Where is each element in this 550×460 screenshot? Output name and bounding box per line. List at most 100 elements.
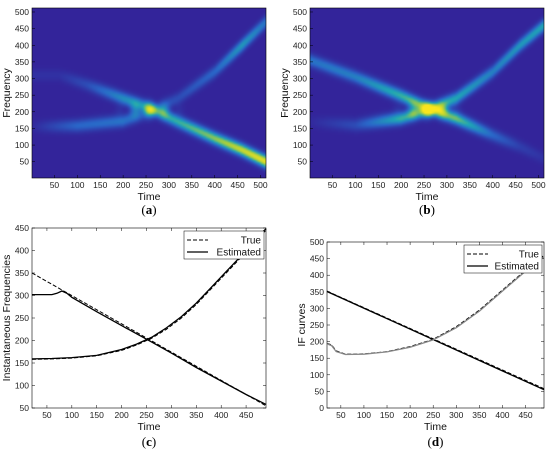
legend-label: True bbox=[519, 250, 540, 261]
heatmap-image bbox=[32, 8, 266, 178]
y-tick-label: 350 bbox=[293, 57, 307, 67]
y-tick-label: 100 bbox=[293, 140, 307, 150]
x-tick-label: 350 bbox=[472, 410, 486, 420]
y-tick-label: 200 bbox=[15, 107, 29, 117]
y-tick-label: 400 bbox=[15, 246, 29, 256]
y-tick-label: 500 bbox=[293, 7, 307, 17]
y-tick-label: 50 bbox=[20, 403, 30, 413]
x-tick-label: 300 bbox=[162, 180, 176, 190]
x-tick-label: 400 bbox=[208, 180, 222, 190]
y-tick-label: 200 bbox=[293, 107, 307, 117]
y-tick-label: 200 bbox=[310, 337, 324, 347]
x-tick-label: 100 bbox=[357, 410, 371, 420]
y-tick-label: 0 bbox=[319, 403, 324, 413]
panel-caption: (b) bbox=[419, 202, 435, 217]
series-line-estimated-2 bbox=[32, 290, 267, 405]
x-tick-label: 350 bbox=[189, 410, 203, 420]
x-axis-label: Time bbox=[424, 421, 447, 433]
x-tick-label: 450 bbox=[509, 180, 523, 190]
y-tick-label: 50 bbox=[20, 157, 30, 167]
y-tick-label: 250 bbox=[15, 90, 29, 100]
x-tick-label: 450 bbox=[518, 410, 532, 420]
y-tick-label: 450 bbox=[15, 223, 29, 233]
x-tick-label: 250 bbox=[426, 410, 440, 420]
x-tick-label: 250 bbox=[417, 180, 431, 190]
legend-label: Estimated bbox=[217, 248, 261, 259]
x-tick-label: 200 bbox=[403, 410, 417, 420]
x-tick-label: 150 bbox=[371, 180, 385, 190]
heatmap-panel-a: 50 100 150 200 250 300 350 400 450 500 50 100 150 200… bbox=[1, 7, 268, 217]
y-tick-label: 400 bbox=[15, 40, 29, 50]
x-tick-label: 400 bbox=[486, 180, 500, 190]
x-tick-label: 50 bbox=[50, 180, 60, 190]
x-tick-label: 150 bbox=[90, 410, 104, 420]
x-tick-label: 200 bbox=[116, 180, 130, 190]
panel-caption: (d) bbox=[428, 434, 444, 449]
x-tick-label: 300 bbox=[440, 180, 454, 190]
x-tick-label: 100 bbox=[70, 180, 84, 190]
x-tick-label: 50 bbox=[328, 180, 338, 190]
legend-box bbox=[183, 230, 265, 260]
series-line-estimated-2 bbox=[326, 290, 545, 391]
x-tick-label: 100 bbox=[65, 410, 79, 420]
x-tick-label: 500 bbox=[531, 180, 545, 190]
y-tick-label: 250 bbox=[293, 90, 307, 100]
x-axis-label: Time bbox=[138, 421, 161, 433]
y-tick-label: 450 bbox=[310, 254, 324, 264]
legend-label: True bbox=[241, 236, 262, 247]
y-tick-label: 300 bbox=[310, 303, 324, 313]
x-tick-label: 50 bbox=[42, 410, 52, 420]
y-axis-label: Frequency bbox=[279, 67, 291, 117]
y-tick-label: 200 bbox=[15, 336, 29, 346]
y-axis-label: Instantaneous Frequencies bbox=[1, 255, 13, 382]
line-panel-d: 50 100 150 200 250 300 350 400 450 0 50 100 150 200 25… bbox=[296, 237, 545, 449]
y-tick-label: 300 bbox=[293, 74, 307, 84]
x-tick-label: 150 bbox=[93, 180, 107, 190]
y-axis-label: IF curves bbox=[296, 303, 308, 346]
plot-frame bbox=[309, 7, 545, 179]
y-tick-label: 300 bbox=[15, 74, 29, 84]
heatmap-panel-b: 50 100 150 200 250 300 350 400 450 500 50 100 150 200… bbox=[279, 7, 546, 217]
x-tick-label: 500 bbox=[253, 180, 267, 190]
y-tick-label: 500 bbox=[310, 237, 324, 247]
line-panel-c: 50 100 150 200 250 300 350 400 450 50 100 150 200 250… bbox=[1, 223, 267, 449]
x-tick-label: 250 bbox=[139, 180, 153, 190]
x-tick-label: 50 bbox=[336, 410, 346, 420]
y-tick-label: 50 bbox=[315, 386, 325, 396]
plot-frame bbox=[31, 7, 267, 179]
series-line-estimated-3 bbox=[326, 256, 545, 356]
x-tick-label: 400 bbox=[214, 410, 228, 420]
x-tick-label: 450 bbox=[231, 180, 245, 190]
x-tick-label: 350 bbox=[185, 180, 199, 190]
y-tick-label: 300 bbox=[15, 291, 29, 301]
legend-label: Estimated bbox=[495, 262, 539, 273]
y-tick-label: 100 bbox=[15, 140, 29, 150]
x-tick-label: 450 bbox=[239, 410, 253, 420]
y-tick-label: 450 bbox=[15, 24, 29, 34]
panel-caption: (a) bbox=[141, 202, 156, 217]
x-tick-label: 100 bbox=[348, 180, 362, 190]
y-tick-label: 400 bbox=[310, 270, 324, 280]
x-tick-label: 250 bbox=[139, 410, 153, 420]
x-axis-label: Time bbox=[138, 191, 161, 203]
x-tick-label: 350 bbox=[463, 180, 477, 190]
y-tick-label: 250 bbox=[310, 320, 324, 330]
y-tick-label: 150 bbox=[293, 123, 307, 133]
x-tick-label: 400 bbox=[495, 410, 509, 420]
x-tick-label: 200 bbox=[115, 410, 129, 420]
x-axis-label: Time bbox=[416, 191, 439, 203]
x-tick-label: 300 bbox=[164, 410, 178, 420]
heatmap-image bbox=[310, 8, 544, 178]
series-line-estimated-3 bbox=[31, 228, 267, 360]
y-axis-label: Frequency bbox=[1, 67, 13, 117]
y-tick-label: 250 bbox=[15, 313, 29, 323]
legend-box bbox=[463, 244, 543, 274]
x-tick-label: 200 bbox=[394, 180, 408, 190]
y-tick-label: 100 bbox=[15, 381, 29, 391]
x-tick-label: 300 bbox=[449, 410, 463, 420]
y-tick-label: 50 bbox=[298, 157, 308, 167]
x-tick-label: 150 bbox=[380, 410, 394, 420]
panel-caption: (c) bbox=[142, 434, 156, 449]
